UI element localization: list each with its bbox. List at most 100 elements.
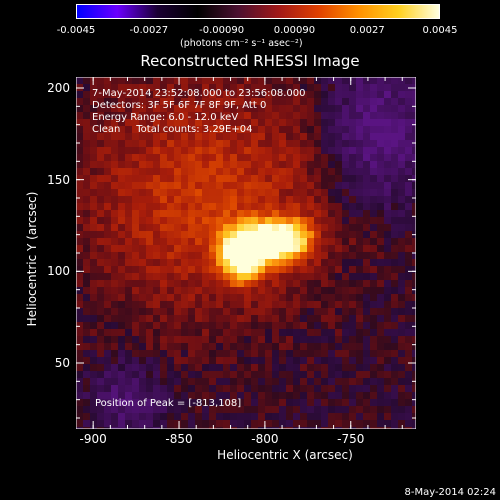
heatmap-cell [391,329,398,336]
heatmap-cell [174,287,181,294]
heatmap-cell [272,301,279,308]
heatmap-cell [286,224,293,231]
heatmap-cell [174,371,181,378]
heatmap-cell [76,175,83,182]
heatmap-cell [230,406,237,413]
heatmap-cell [321,350,328,357]
heatmap-cell [237,259,244,266]
heatmap-cell [321,364,328,371]
heatmap-cell [230,273,237,280]
heatmap-cell [153,413,160,420]
heatmap-cell [195,399,202,406]
heatmap-cell [314,175,321,182]
heatmap-cell [188,154,195,161]
heatmap-cell [202,105,209,112]
heatmap-cell [167,427,174,429]
heatmap-cell [286,336,293,343]
heatmap-cell [76,119,83,126]
heatmap-cell [328,301,335,308]
heatmap-cell [202,112,209,119]
heatmap-cell [181,294,188,301]
heatmap-cell [258,217,265,224]
heatmap-cell [356,210,363,217]
heatmap-cell [391,154,398,161]
heatmap-cell [272,91,279,98]
heatmap-cell [209,189,216,196]
heatmap-cell [216,119,223,126]
heatmap-cell [97,126,104,133]
heatmap-cell [104,77,111,84]
heatmap-cell [370,203,377,210]
heatmap-cell [391,245,398,252]
heatmap-cell [167,224,174,231]
heatmap-cell [349,161,356,168]
heatmap-cell [279,378,286,385]
heatmap-cell [244,385,251,392]
heatmap-cell [307,84,314,91]
heatmap-cell [111,224,118,231]
heatmap-cell [97,196,104,203]
heatmap-cell [321,301,328,308]
heatmap-cell [195,147,202,154]
heatmap-cell [356,196,363,203]
heatmap-cell [174,273,181,280]
heatmap-cell [167,259,174,266]
heatmap-cell [83,329,90,336]
heatmap-cell [237,105,244,112]
heatmap-cell [307,301,314,308]
heatmap-cell [83,126,90,133]
heatmap-cell [349,231,356,238]
heatmap-cell [209,161,216,168]
heatmap-cell [370,133,377,140]
heatmap-cell [188,133,195,140]
heatmap-cell [286,77,293,84]
heatmap-cell [104,357,111,364]
heatmap-cell [251,357,258,364]
heatmap-cell [335,98,342,105]
heatmap-cell [216,112,223,119]
heatmap-cell [153,203,160,210]
heatmap-cell [328,245,335,252]
heatmap-cell [223,119,230,126]
heatmap-cell [258,126,265,133]
heatmap-cell [195,238,202,245]
heatmap-cell [335,252,342,259]
heatmap-cell [335,378,342,385]
heatmap-cell [83,280,90,287]
heatmap-cell [307,147,314,154]
heatmap-cell [209,84,216,91]
heatmap-cell [286,161,293,168]
heatmap-cell [377,385,384,392]
heatmap-cell [272,161,279,168]
heatmap-cell [286,357,293,364]
heatmap-cell [132,231,139,238]
heatmap-cell [237,420,244,427]
heatmap-cell [300,196,307,203]
heatmap-cell [405,252,412,259]
heatmap-cell [384,175,391,182]
heatmap-cell [349,168,356,175]
heatmap-cell [265,413,272,420]
heatmap-cell [244,343,251,350]
heatmap-cell [398,224,405,231]
heatmap-cell [377,245,384,252]
heatmap-cell [377,161,384,168]
heatmap-cell [251,224,258,231]
heatmap-cell [188,231,195,238]
heatmap-cell [90,322,97,329]
heatmap-cell [293,203,300,210]
heatmap-cell [223,392,230,399]
heatmap-cell [321,77,328,84]
heatmap-cell [139,315,146,322]
heatmap-cell [132,105,139,112]
heatmap-cell [363,168,370,175]
heatmap-cell [398,329,405,336]
heatmap-cell [195,266,202,273]
heatmap-cell [132,329,139,336]
heatmap-cell [391,140,398,147]
heatmap-cell [111,420,118,427]
heatmap-cell [209,252,216,259]
heatmap-cell [405,77,412,84]
heatmap-cell [349,273,356,280]
heatmap-cell [244,119,251,126]
